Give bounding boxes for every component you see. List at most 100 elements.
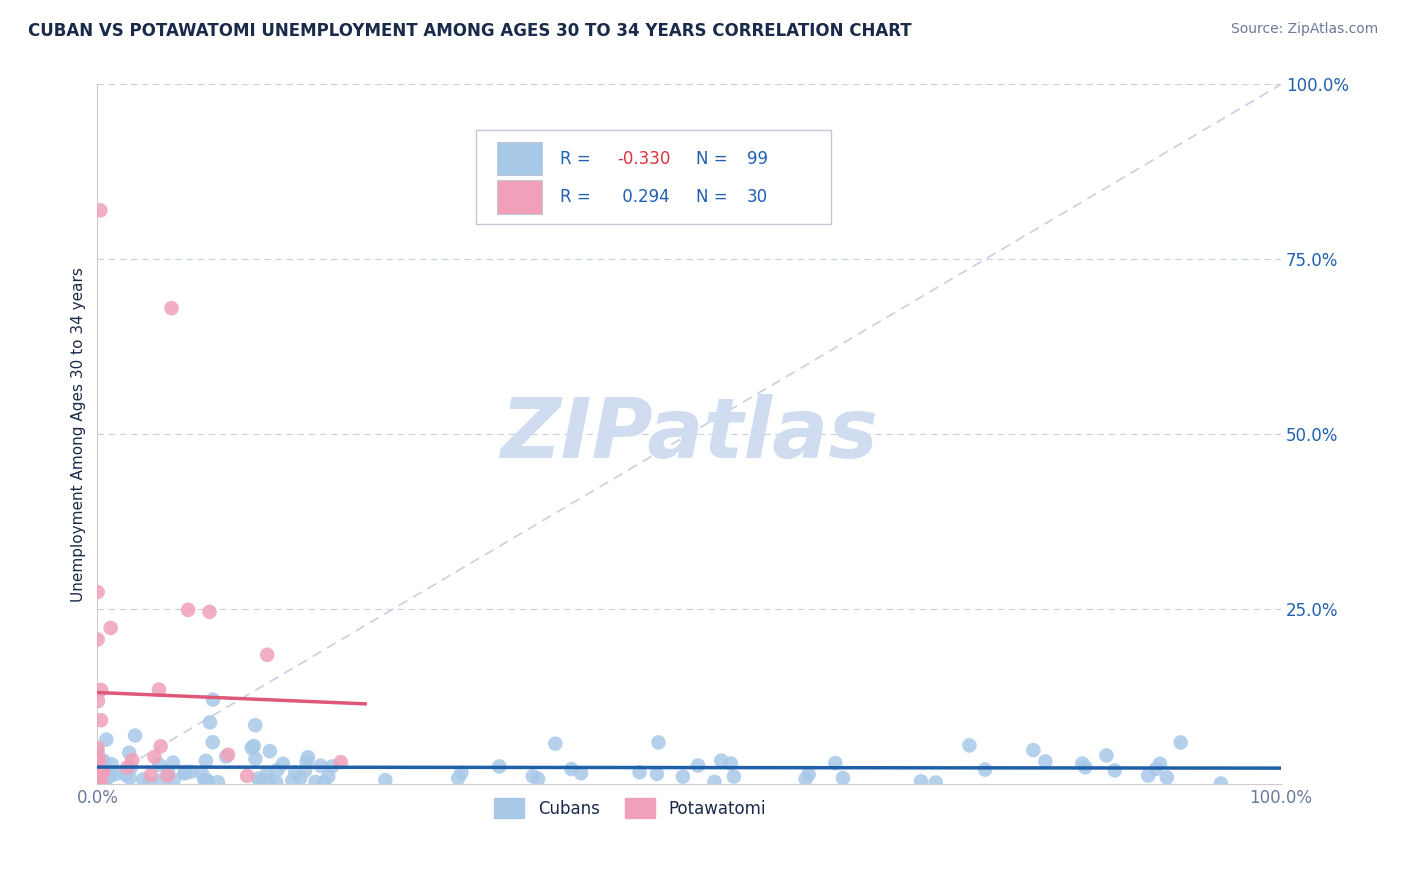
Point <box>488 759 510 773</box>
Point <box>794 772 817 786</box>
Point <box>1022 743 1045 757</box>
Point <box>215 749 238 764</box>
Point <box>86 753 108 767</box>
Point <box>104 767 127 781</box>
Point <box>90 776 112 790</box>
Text: CUBAN VS POTAWATOMI UNEMPLOYMENT AMONG AGES 30 TO 34 YEARS CORRELATION CHART: CUBAN VS POTAWATOMI UNEMPLOYMENT AMONG A… <box>28 22 911 40</box>
Point <box>647 735 669 749</box>
Point <box>245 752 267 766</box>
Point <box>195 773 218 788</box>
Text: N =: N = <box>696 150 733 168</box>
Point <box>120 761 142 775</box>
Point <box>271 756 294 771</box>
Point <box>1156 771 1178 785</box>
Point <box>560 762 582 776</box>
Point <box>686 758 709 772</box>
Text: N =: N = <box>696 188 733 206</box>
Point <box>201 735 224 749</box>
Point <box>163 772 186 787</box>
Point <box>132 772 155 787</box>
Point <box>1104 764 1126 778</box>
Point <box>266 763 288 777</box>
Point <box>295 755 318 769</box>
Point <box>284 765 307 780</box>
Point <box>824 756 846 770</box>
Point <box>447 771 470 785</box>
Legend: Cubans, Potawatomi: Cubans, Potawatomi <box>488 792 772 824</box>
Point <box>256 648 278 662</box>
Point <box>240 740 263 755</box>
Point <box>100 769 122 783</box>
Point <box>628 765 651 780</box>
Point <box>374 773 396 788</box>
Text: 99: 99 <box>747 150 768 168</box>
Point <box>148 757 170 772</box>
Point <box>173 766 195 780</box>
Point <box>115 768 138 782</box>
Point <box>100 757 122 772</box>
Point <box>180 764 202 779</box>
Point <box>297 750 319 764</box>
Point <box>527 772 550 786</box>
Point <box>264 775 287 789</box>
Point <box>194 754 217 768</box>
Point <box>256 767 278 781</box>
Point <box>160 301 183 316</box>
Point <box>198 605 221 619</box>
Point <box>191 767 214 781</box>
Point <box>124 729 146 743</box>
Point <box>201 692 224 706</box>
Point <box>242 739 264 753</box>
Point <box>86 632 108 647</box>
Point <box>89 760 111 774</box>
Point <box>544 737 567 751</box>
Point <box>1170 735 1192 749</box>
Point <box>1209 776 1232 790</box>
Point <box>832 771 855 785</box>
Point <box>100 621 122 635</box>
Text: 0.294: 0.294 <box>617 188 669 206</box>
Point <box>321 759 343 773</box>
Bar <box>498 142 543 176</box>
Point <box>569 766 592 780</box>
Point <box>645 767 668 781</box>
Point <box>198 715 221 730</box>
Point <box>90 713 112 727</box>
Point <box>118 771 141 785</box>
Point <box>89 753 111 767</box>
Point <box>1137 768 1160 782</box>
Point <box>157 764 180 778</box>
Point <box>723 770 745 784</box>
Point <box>974 763 997 777</box>
Point <box>87 768 110 782</box>
Point <box>1035 755 1057 769</box>
Point <box>259 744 281 758</box>
Point <box>924 775 946 789</box>
Point <box>139 776 162 790</box>
Text: R =: R = <box>560 188 596 206</box>
Bar <box>498 180 543 214</box>
Point <box>312 775 335 789</box>
Point <box>304 775 326 789</box>
Point <box>91 765 114 780</box>
Point <box>309 758 332 772</box>
Point <box>290 771 312 785</box>
Point <box>91 764 114 779</box>
Text: -0.330: -0.330 <box>617 150 671 168</box>
Point <box>86 740 108 755</box>
Point <box>247 772 270 786</box>
Point <box>86 744 108 758</box>
Point <box>217 747 239 762</box>
Point <box>143 750 166 764</box>
Point <box>115 760 138 774</box>
Point <box>243 718 266 732</box>
Point <box>149 739 172 754</box>
Point <box>177 603 200 617</box>
Point <box>93 754 115 768</box>
Point <box>797 767 820 781</box>
Point <box>87 694 110 708</box>
Text: Source: ZipAtlas.com: Source: ZipAtlas.com <box>1230 22 1378 37</box>
Point <box>86 585 108 599</box>
Point <box>152 772 174 787</box>
Text: 30: 30 <box>747 188 768 206</box>
